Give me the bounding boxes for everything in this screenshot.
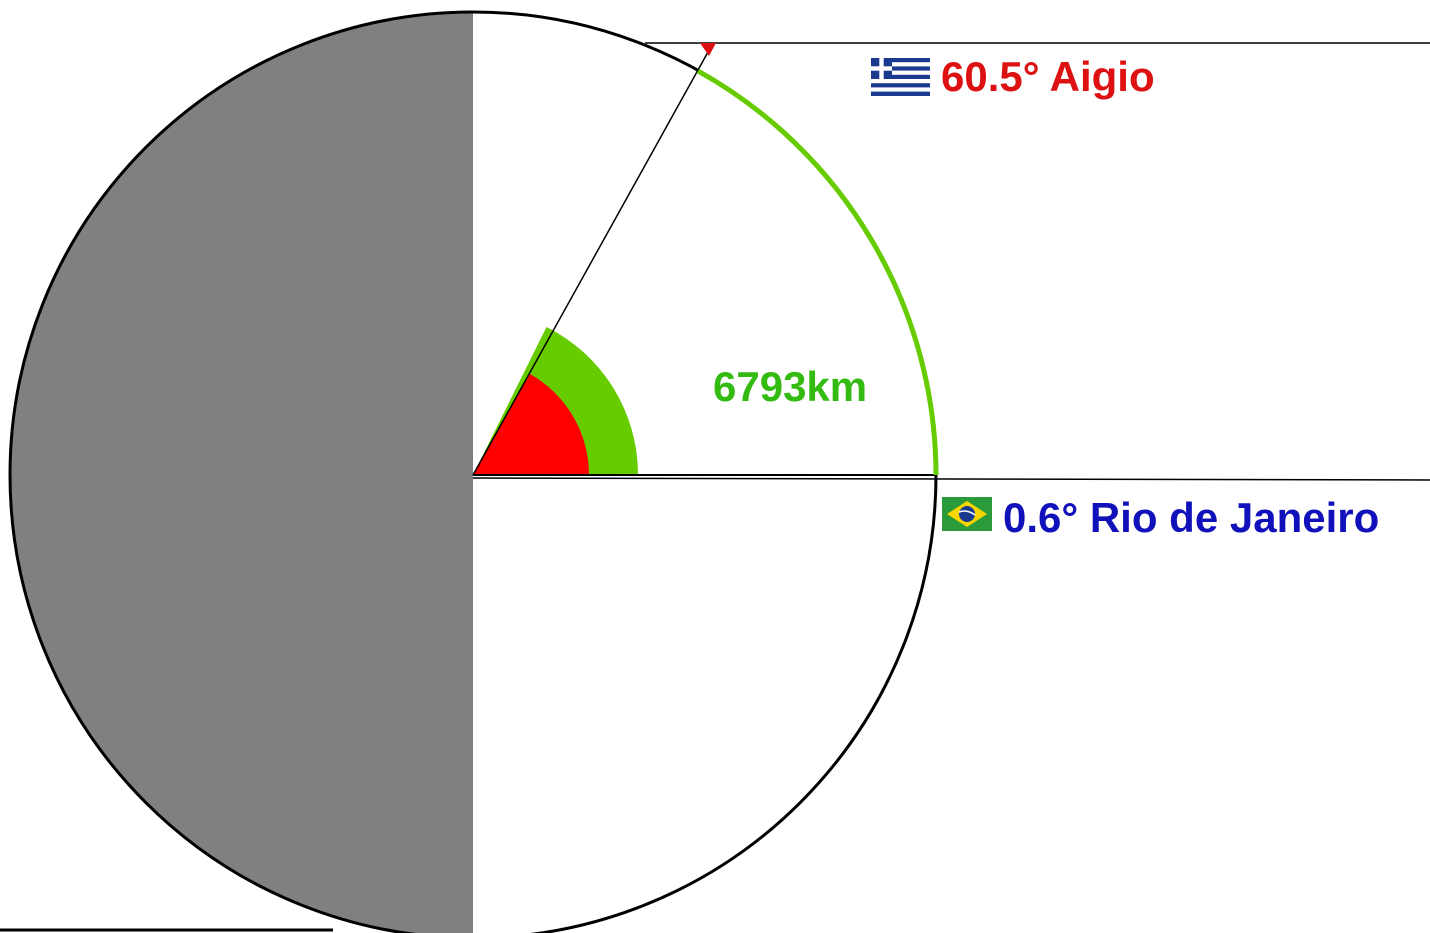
night-half-shadow xyxy=(10,12,473,933)
surface-distance-arc xyxy=(696,68,939,476)
sun-ray-rio xyxy=(472,477,1430,481)
sun-angle-marker xyxy=(700,43,716,56)
radius-line-aigio xyxy=(472,42,714,476)
aigio-angle-wedge xyxy=(473,374,589,475)
aigio-label: 60.5° Aigio xyxy=(941,53,1155,100)
greece-flag-icon xyxy=(871,58,930,96)
brazil-flag-icon xyxy=(942,497,992,531)
rio-label: 0.6° Rio de Janeiro xyxy=(1003,494,1379,541)
arc-distance-label: 6793km xyxy=(713,363,867,410)
